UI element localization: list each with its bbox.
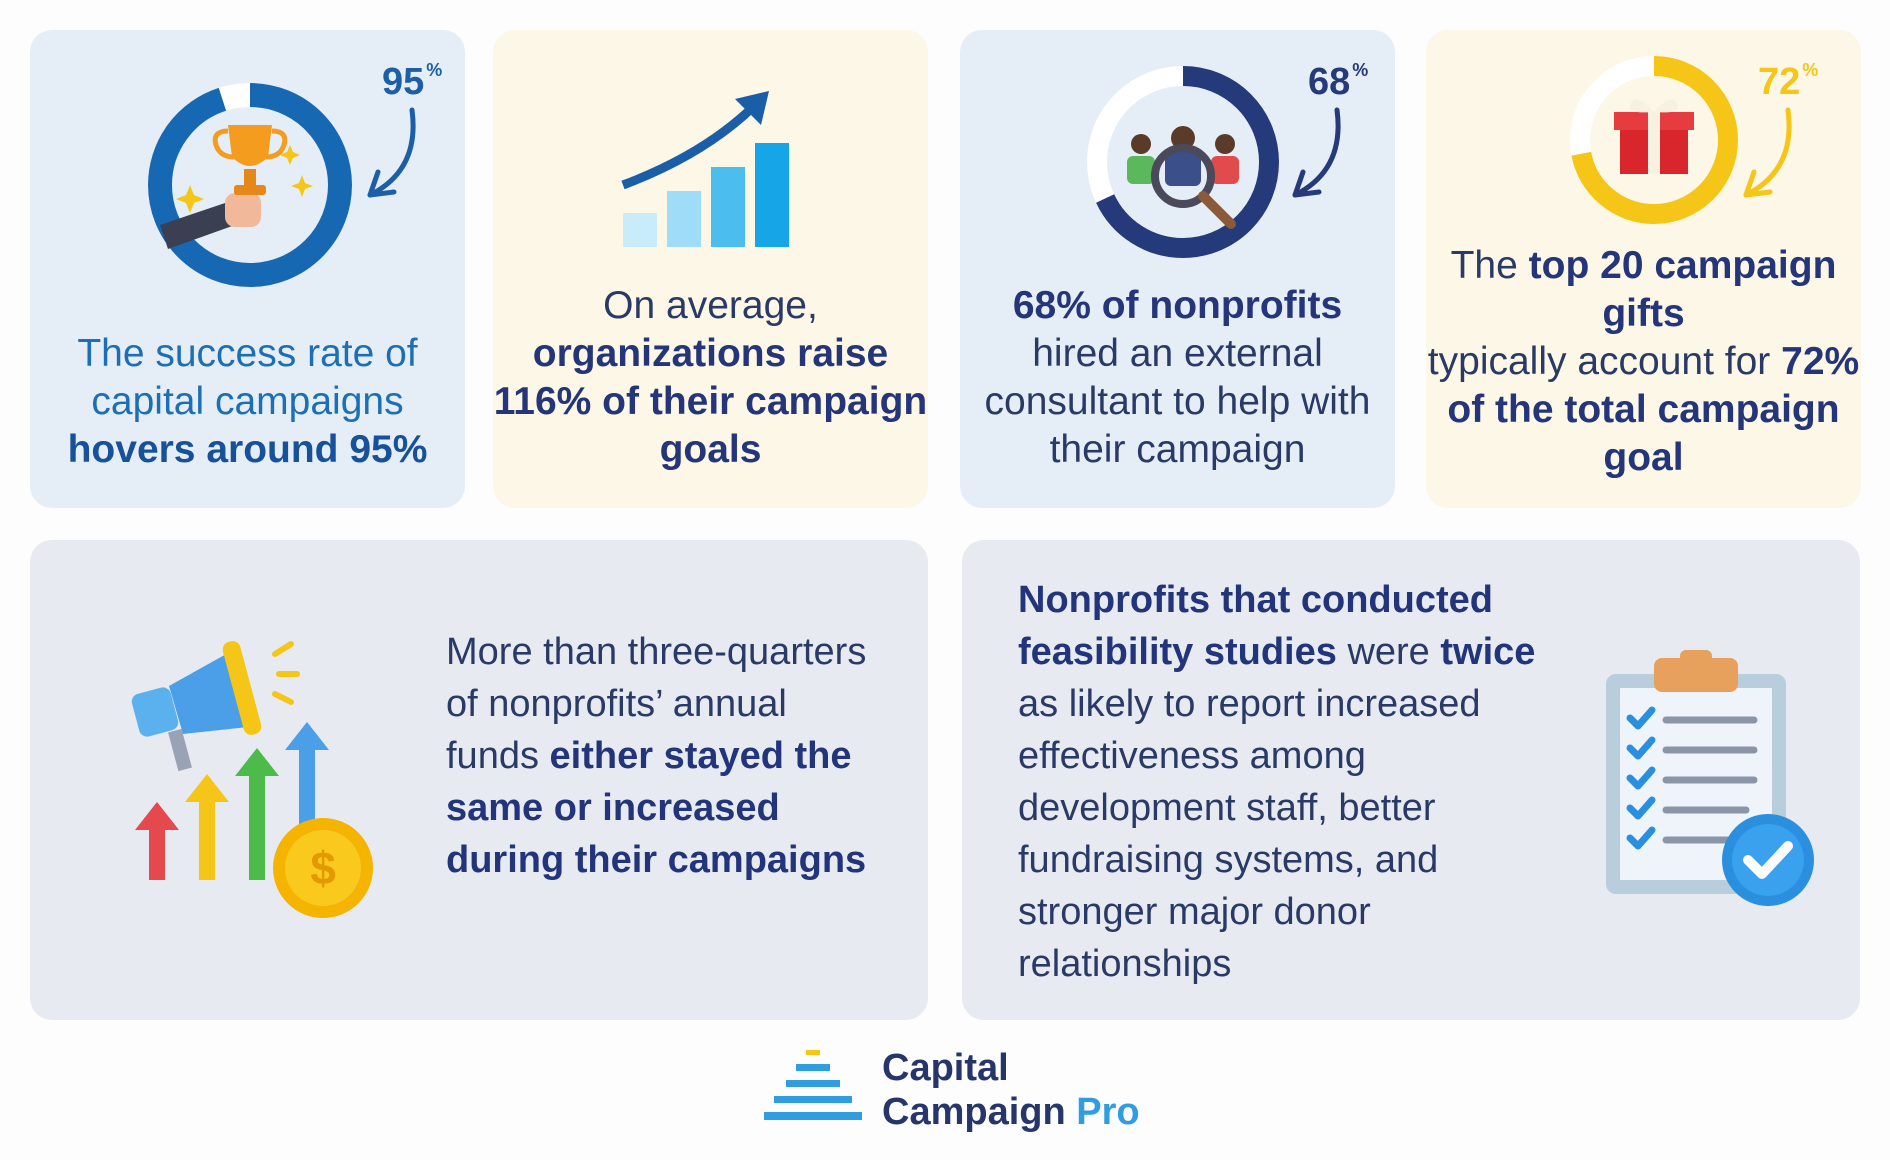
- capital-campaign-pro-logo: Capital Campaign Pro: [764, 1044, 1144, 1134]
- stat-text: More than three-quarters of nonprofits’ …: [446, 631, 867, 881]
- curved-arrow-icon: [367, 107, 416, 198]
- logo-wordmark: Capital Campaign Pro: [882, 1047, 1140, 1133]
- stat-text: On average, organizations raise 116% of t…: [493, 284, 928, 471]
- megaphone-icon: [131, 641, 300, 772]
- stat-text: The top 20 campaign gifts typically accou…: [1427, 244, 1860, 479]
- curved-arrow-icon: [1743, 107, 1792, 198]
- growth-chart-icon: [621, 91, 789, 247]
- consultant-donut: [1087, 66, 1279, 258]
- success-rate-donut: [148, 83, 352, 287]
- svg-text:$: $: [310, 842, 336, 894]
- percent-label: 68%: [1308, 60, 1369, 103]
- stat-card-annual-funds: $ More than three-quarters of nonprofits…: [30, 540, 928, 1020]
- clipboard-checklist-icon: [1606, 650, 1814, 906]
- stat-text: Nonprofits that conducted feasibility st…: [1018, 579, 1536, 985]
- stat-card-feasibility: Nonprofits that conducted feasibility st…: [962, 540, 1860, 1020]
- stat-text: 68% of nonprofits hired an external consu…: [984, 284, 1371, 471]
- stat-card-success-rate: 95% The success rate of capital campaign…: [30, 30, 465, 508]
- gift-icon: [1614, 99, 1694, 174]
- stat-card-consultant: 68% 68% of nonprofits hired an external c…: [960, 30, 1395, 508]
- stat-card-goals: On average, organizations raise 116% of t…: [493, 30, 928, 508]
- people-search-icon: [1127, 126, 1239, 229]
- megaphone-growth-icon: $: [131, 641, 373, 918]
- logo-mark-icon: [764, 1050, 862, 1120]
- top-gifts-donut: [1570, 56, 1738, 224]
- stat-card-top-gifts: 72% The top 20 campaign gifts typically a…: [1426, 30, 1861, 508]
- curved-arrow-icon: [1292, 107, 1341, 198]
- percent-label: 95%: [382, 60, 443, 103]
- dollar-coin-icon: $: [273, 818, 373, 918]
- percent-label: 72%: [1758, 60, 1819, 103]
- stat-text: The success rate of capital campaigns hov…: [67, 332, 428, 471]
- trophy-hand-icon: [160, 125, 313, 249]
